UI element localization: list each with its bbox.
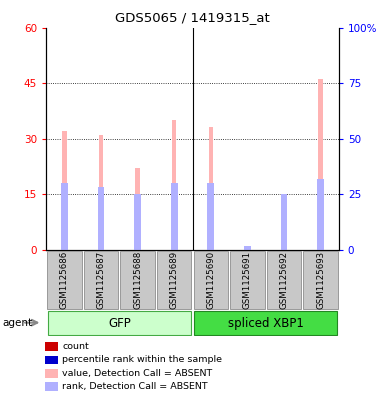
Bar: [48, 312, 191, 335]
Bar: [45, 369, 58, 378]
Bar: [209, 127, 213, 250]
Bar: [99, 135, 103, 250]
Bar: [245, 246, 249, 250]
Bar: [318, 79, 323, 250]
Text: value, Detection Call = ABSENT: value, Detection Call = ABSENT: [62, 369, 213, 378]
Text: GSM1125688: GSM1125688: [133, 251, 142, 309]
Bar: [45, 382, 58, 391]
Text: percentile rank within the sample: percentile rank within the sample: [62, 356, 222, 364]
Bar: [62, 131, 67, 250]
Bar: [157, 251, 191, 309]
Text: rank, Detection Call = ABSENT: rank, Detection Call = ABSENT: [62, 382, 208, 391]
Bar: [98, 187, 104, 250]
Text: agent: agent: [2, 318, 32, 328]
Text: GSM1125686: GSM1125686: [60, 251, 69, 309]
Bar: [194, 312, 337, 335]
Bar: [230, 251, 264, 309]
Text: GSM1125693: GSM1125693: [316, 251, 325, 309]
Bar: [84, 251, 118, 309]
Bar: [281, 194, 287, 250]
Bar: [171, 183, 177, 250]
Text: GFP: GFP: [108, 317, 131, 330]
Bar: [136, 168, 140, 250]
Text: GSM1125689: GSM1125689: [170, 251, 179, 309]
Bar: [244, 246, 251, 250]
Text: spliced XBP1: spliced XBP1: [228, 317, 304, 330]
Bar: [47, 251, 82, 309]
Text: GSM1125692: GSM1125692: [280, 251, 288, 309]
Bar: [317, 179, 324, 250]
Bar: [121, 251, 155, 309]
Text: GSM1125690: GSM1125690: [206, 251, 215, 309]
Bar: [267, 251, 301, 309]
Bar: [282, 198, 286, 250]
Bar: [61, 183, 68, 250]
Bar: [303, 251, 338, 309]
Text: count: count: [62, 342, 89, 351]
Bar: [172, 120, 176, 250]
Text: GDS5065 / 1419315_at: GDS5065 / 1419315_at: [115, 11, 270, 24]
Text: GSM1125687: GSM1125687: [97, 251, 105, 309]
Bar: [45, 342, 58, 351]
Text: GSM1125691: GSM1125691: [243, 251, 252, 309]
Bar: [208, 183, 214, 250]
Bar: [194, 251, 228, 309]
Bar: [45, 356, 58, 364]
Bar: [134, 194, 141, 250]
